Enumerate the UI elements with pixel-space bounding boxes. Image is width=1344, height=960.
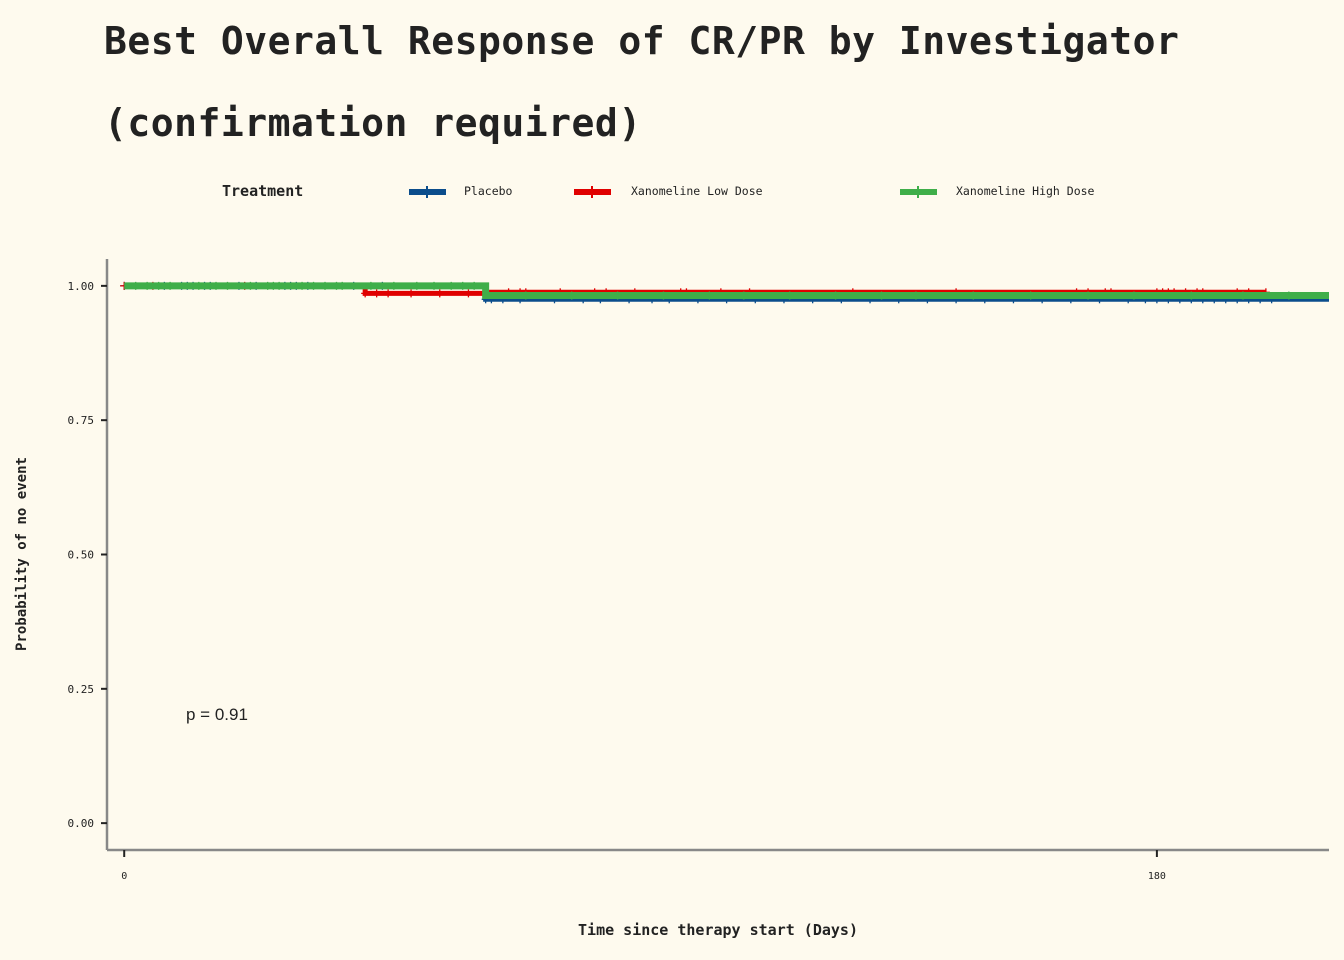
y-axis-label: Probability of no event <box>14 457 30 651</box>
legend-swatch-low-dose <box>574 186 611 198</box>
chart-title: Best Overall Response of CR/PR by Invest… <box>104 19 1180 145</box>
legend-label-placebo: Placebo <box>464 184 513 198</box>
x-tick-label: 180 <box>1148 871 1166 882</box>
y-tick-label: 1.00 <box>68 280 95 293</box>
y-tick-label: 0.50 <box>68 549 95 562</box>
legend-label-high-dose: Xanomeline High Dose <box>956 184 1095 198</box>
legend-label-low-dose: Xanomeline Low Dose <box>631 184 763 198</box>
y-tick-label: 0.00 <box>68 817 95 830</box>
x-axis-label: Time since therapy start (Days) <box>578 921 858 939</box>
y-tick-label: 0.75 <box>68 414 95 427</box>
legend-title: Treatment <box>222 182 304 200</box>
legend-swatch-placebo <box>409 186 446 198</box>
x-tick-label: 0 <box>121 871 127 882</box>
legend: Treatment Placebo Xanomeline Low Dose Xa… <box>0 178 1344 208</box>
y-tick-label: 0.25 <box>68 683 95 696</box>
p-value-annotation: p = 0.91 <box>186 705 248 724</box>
legend-swatch-high-dose <box>900 186 937 198</box>
